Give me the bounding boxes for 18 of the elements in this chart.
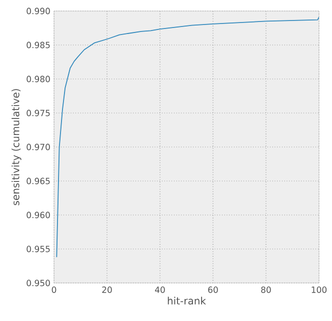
x-tick-label: 40 [155,286,165,293]
y-tick-label: 0.950 [26,280,50,286]
x-tick-label: 80 [261,286,271,293]
y-tick-label: 0.975 [26,110,50,116]
y-tick-label: 0.955 [26,246,50,252]
y-tick-label: 0.990 [26,8,50,14]
y-tick-label: 0.970 [26,144,50,150]
x-tick-label: 60 [208,286,218,293]
y-tick-label: 0.985 [26,42,50,48]
y-tick-label: 0.980 [26,76,50,82]
y-axis-title: sensitivity (cumulative) [12,89,22,206]
y-tick-label: 0.965 [26,178,50,184]
x-tick-label: 100 [312,286,327,293]
x-tick-label: 20 [102,286,112,293]
x-tick-label: 0 [52,286,56,293]
line-series [56,16,319,258]
x-axis-title: hit-rank [168,296,206,305]
y-tick-label: 0.960 [26,212,50,218]
